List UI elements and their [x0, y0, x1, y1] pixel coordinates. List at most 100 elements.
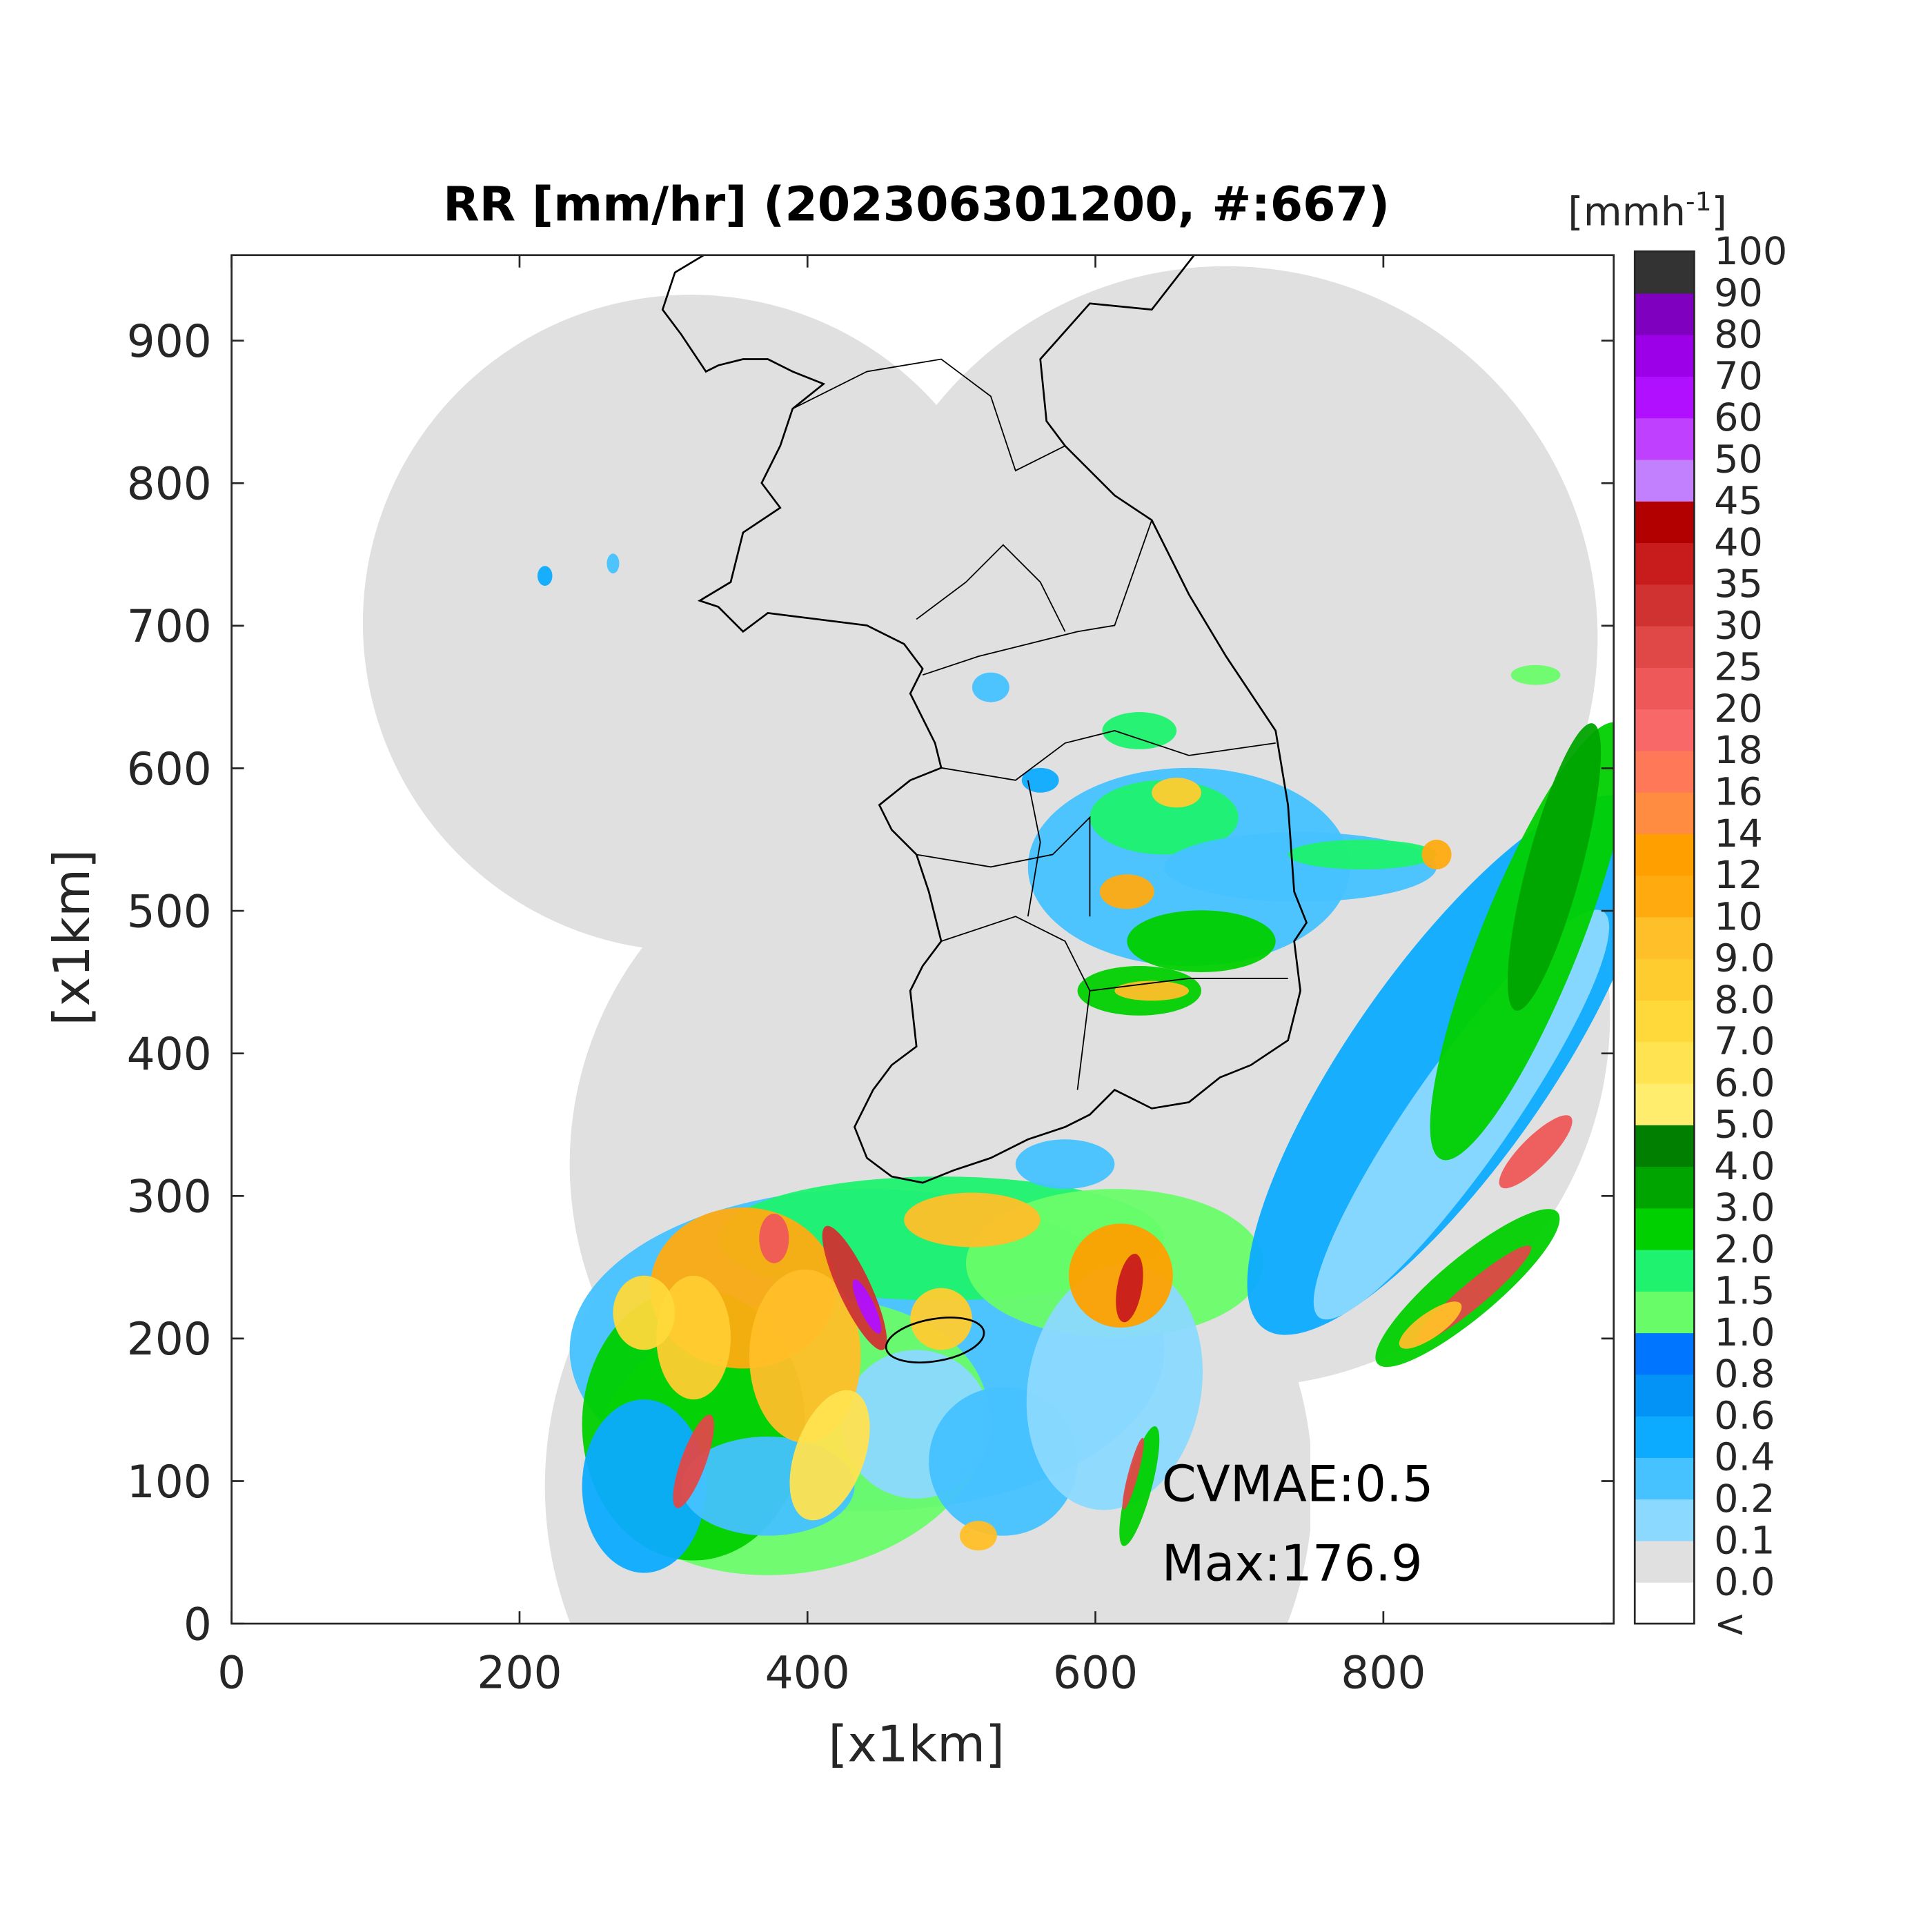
colorbar-box	[1635, 916, 1695, 959]
colorbar-label: 0.0	[1714, 1560, 1775, 1605]
y-tick-label: 400	[127, 1029, 212, 1081]
rain-area	[904, 1192, 1041, 1248]
colorbar-box	[1635, 1249, 1695, 1292]
colorbar-box	[1635, 1540, 1695, 1583]
x-tick-label: 0	[217, 1647, 246, 1699]
colorbar-box	[1635, 1041, 1695, 1084]
coastline	[661, 255, 1308, 1184]
coverage-cut	[232, 1624, 1718, 1648]
y-tick-label: 200	[127, 1314, 212, 1366]
colorbar-label: 0.4	[1714, 1435, 1775, 1480]
rain-area	[1288, 839, 1437, 869]
colorbar-box	[1635, 875, 1695, 918]
y-tick-label: 300	[127, 1172, 212, 1223]
rain-area	[1127, 910, 1276, 972]
rain-area	[910, 1288, 972, 1350]
colorbar-box	[1635, 500, 1695, 544]
jeju-island	[885, 1317, 985, 1363]
rain-area	[1152, 778, 1202, 808]
y-tick-label: 600	[127, 744, 212, 796]
colorbar-box	[1635, 709, 1695, 751]
colorbar-label: 80	[1714, 313, 1763, 357]
colorbar-label: 0.1	[1714, 1518, 1775, 1563]
unit-exponent: -1	[1686, 186, 1712, 217]
axes: 0 200 400 600 800 0 100 200 300 400 500 600 700 800 90…	[127, 255, 1614, 1699]
x-tick-label: 600	[1053, 1647, 1138, 1699]
chart-title: RR [mm/hr] (202306301200, #:667)	[443, 177, 1390, 232]
colorbar-label: 10	[1714, 894, 1763, 939]
rain-area	[1421, 839, 1452, 869]
rain-area	[673, 1414, 714, 1508]
rain-area	[613, 1275, 676, 1350]
colorbar-box	[1635, 750, 1695, 793]
colorbar-label: 1.5	[1714, 1269, 1775, 1314]
colorbar-label: <	[1714, 1601, 1746, 1646]
rain-area	[1399, 1301, 1462, 1349]
province-border	[792, 358, 1288, 1090]
unit-close: ]	[1712, 189, 1727, 235]
rain-area	[1119, 1426, 1160, 1546]
colorbar-box	[1635, 1166, 1695, 1209]
colorbar-label: 8.0	[1714, 978, 1775, 1023]
colorbar-label: 35	[1714, 562, 1763, 607]
colorbar-label: 3.0	[1714, 1185, 1775, 1230]
x-tick-label: 800	[1341, 1647, 1426, 1699]
rain-area	[1114, 980, 1190, 1001]
colorbar-label: 100	[1714, 229, 1787, 274]
colorbar-box	[1635, 459, 1695, 502]
rain-area	[789, 1390, 870, 1521]
rain-area	[852, 1279, 882, 1334]
colorbar-box	[1635, 1000, 1695, 1043]
colorbar-label: 60	[1714, 395, 1763, 440]
colorbar-box	[1635, 1457, 1695, 1500]
colorbar-box	[1635, 791, 1695, 834]
rain-area	[1015, 1139, 1115, 1190]
colorbar-label: 5.0	[1714, 1103, 1775, 1147]
coverage-cut	[1310, 1389, 1614, 1624]
colorbar-label: 18	[1714, 728, 1763, 773]
rain-area	[1508, 723, 1601, 1011]
colorbar-box	[1635, 251, 1695, 294]
rain-area	[972, 672, 1009, 702]
rain-area	[1116, 1254, 1143, 1323]
y-tick-label: 800	[127, 459, 212, 511]
colorbar-label: 1.0	[1714, 1310, 1775, 1355]
colorbar-label: 30	[1714, 603, 1763, 648]
colorbar-label: 7.0	[1714, 1019, 1775, 1064]
colorbar-label: 0.8	[1714, 1352, 1775, 1397]
colorbar-box	[1635, 834, 1695, 876]
rain-area	[537, 566, 553, 586]
plot-frame	[230, 254, 1615, 1625]
rain-area	[1510, 664, 1561, 685]
y-tick-label: 900	[127, 316, 212, 368]
colorbar-label: 12	[1714, 853, 1763, 898]
y-axis-label: [x1km]	[43, 849, 101, 1026]
unit-text: [mmh	[1568, 189, 1686, 235]
colorbar-label: 9.0	[1714, 936, 1775, 981]
colorbar-label: 4.0	[1714, 1144, 1775, 1189]
map-outline	[661, 255, 1308, 1363]
colorbar-label: 16	[1714, 770, 1763, 815]
colorbar-label: 0.2	[1714, 1477, 1775, 1521]
colorbar-label: 2.0	[1714, 1227, 1775, 1272]
colorbar-box	[1635, 1499, 1695, 1541]
colorbar-box	[1635, 1581, 1695, 1624]
colorbar-label: 25	[1714, 645, 1763, 690]
x-tick-label: 400	[765, 1647, 850, 1699]
colorbar-box	[1635, 625, 1695, 668]
rain-area	[1090, 780, 1239, 855]
colorbar-box	[1635, 1332, 1695, 1375]
colorbar-label: 40	[1714, 520, 1763, 565]
colorbar-box	[1635, 1415, 1695, 1458]
rain-area	[607, 553, 620, 574]
y-tick-label: 100	[127, 1457, 212, 1508]
rain-area	[1102, 712, 1177, 749]
colorbar-box	[1635, 1374, 1695, 1417]
y-tick-label: 0	[184, 1599, 212, 1650]
radar-coverage	[362, 295, 1020, 952]
y-tick-label: 700	[127, 601, 212, 653]
colorbar-box	[1635, 1083, 1695, 1125]
colorbar-box	[1635, 293, 1695, 335]
colorbar-frame	[1633, 250, 1695, 1625]
